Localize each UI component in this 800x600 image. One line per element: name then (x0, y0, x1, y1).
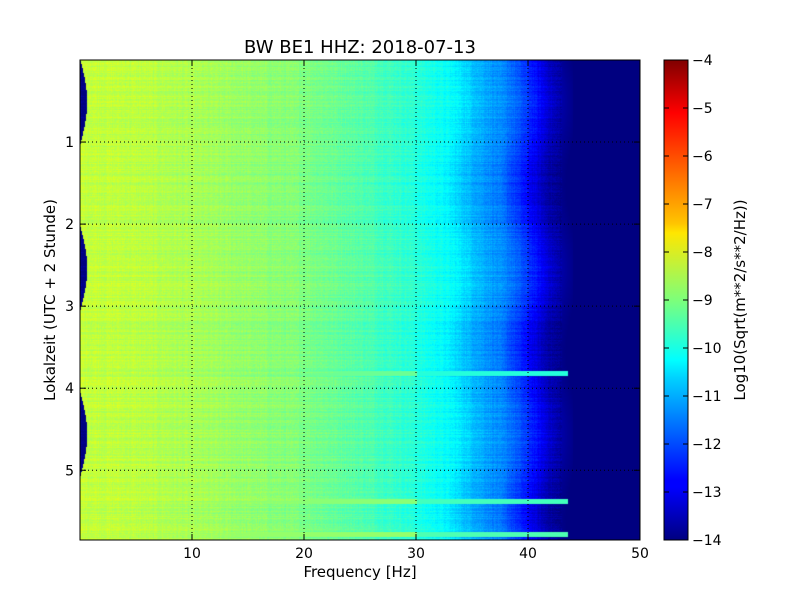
x-tick-label: 20 (295, 546, 313, 562)
x-tick-label: 30 (407, 546, 425, 562)
x-axis-label: Frequency [Hz] (303, 563, 416, 581)
chart-title: BW BE1 HHZ: 2018-07-13 (244, 37, 476, 58)
colorbar-label: Log10(Sqrt(m**2/s**2/Hz)) (731, 199, 749, 400)
x-tick-label: 10 (183, 546, 201, 562)
colorbar-tick-label: −8 (692, 245, 713, 261)
plot-area: 10 20 30 40 50 1 2 3 4 5 (65, 59, 649, 562)
colorbar-tick-label: −4 (692, 53, 713, 69)
y-tick-label: 4 (65, 381, 74, 397)
colorbar-tick-label: −9 (692, 293, 713, 309)
colorbar-tick-label: −10 (692, 341, 722, 357)
y-tick-label: 5 (65, 463, 74, 479)
grid-lines (80, 60, 640, 540)
x-axis-ticks: 10 20 30 40 50 (183, 60, 649, 562)
spectrogram-heatmap (80, 60, 640, 540)
y-tick-label: 2 (65, 217, 74, 233)
colorbar-tick-label: −6 (692, 149, 713, 165)
colorbar-tick-label: −14 (692, 533, 722, 549)
y-axis-ticks: 1 2 3 4 5 (65, 135, 640, 479)
x-tick-label: 40 (519, 546, 537, 562)
plot-frame (79, 59, 641, 541)
y-tick-label: 1 (65, 135, 74, 151)
colorbar-tick-label: −7 (692, 197, 713, 213)
colorbar-ticks: −4 −5 −6 −7 −8 −9 −10 −11 −12 −13 −14 (664, 53, 722, 549)
y-axis-label: Lokalzeit (UTC + 2 Stunde) (41, 199, 59, 401)
colorbar-tick-label: −13 (692, 485, 722, 501)
colorbar-tick-label: −11 (692, 389, 722, 405)
y-tick-label: 3 (65, 299, 74, 315)
x-tick-label: 50 (631, 546, 649, 562)
colorbar: −4 −5 −6 −7 −8 −9 −10 −11 −12 −13 −14 (663, 53, 722, 549)
colorbar-tick-label: −5 (692, 101, 713, 117)
colorbar-tick-label: −12 (692, 437, 722, 453)
